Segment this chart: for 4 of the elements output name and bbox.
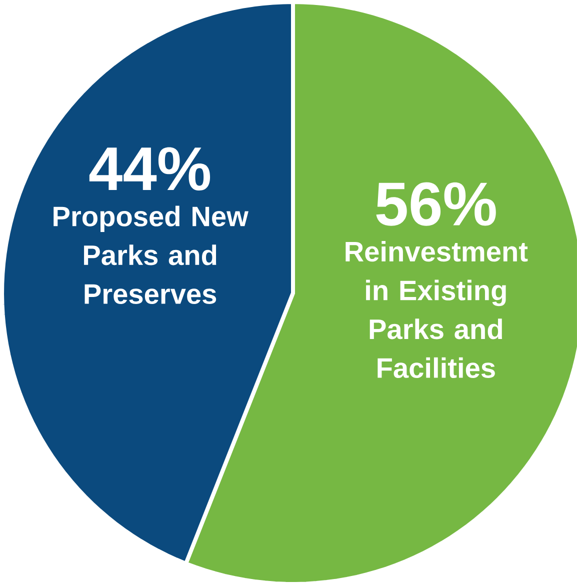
slice-label: Proposed New Parks and Preserves [54,206,248,304]
data-label: 56% [376,182,496,226]
data-label: 44% [89,147,210,190]
slice-label: Reinvestment in Existing Parks and Facilities [346,240,528,378]
